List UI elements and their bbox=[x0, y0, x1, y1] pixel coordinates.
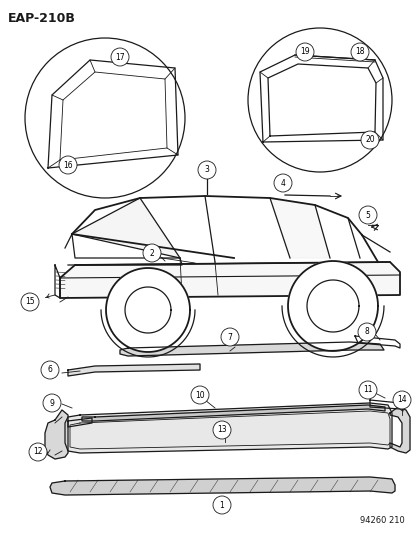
Circle shape bbox=[295, 43, 313, 61]
Circle shape bbox=[59, 156, 77, 174]
Text: 15: 15 bbox=[25, 297, 35, 306]
Circle shape bbox=[21, 293, 39, 311]
Text: 9: 9 bbox=[50, 399, 54, 408]
Text: 13: 13 bbox=[217, 425, 226, 434]
Text: 6: 6 bbox=[47, 366, 52, 375]
Text: 18: 18 bbox=[354, 47, 364, 56]
Circle shape bbox=[357, 323, 375, 341]
Circle shape bbox=[43, 394, 61, 412]
Text: 7: 7 bbox=[227, 333, 232, 342]
Circle shape bbox=[360, 131, 378, 149]
Text: 8: 8 bbox=[364, 327, 368, 336]
Circle shape bbox=[358, 381, 376, 399]
Circle shape bbox=[392, 391, 410, 409]
Circle shape bbox=[197, 161, 216, 179]
Text: 1: 1 bbox=[219, 500, 224, 510]
Polygon shape bbox=[60, 262, 399, 298]
Text: 19: 19 bbox=[299, 47, 309, 56]
Circle shape bbox=[247, 28, 391, 172]
Circle shape bbox=[350, 43, 368, 61]
Polygon shape bbox=[269, 198, 329, 258]
Circle shape bbox=[29, 443, 47, 461]
Circle shape bbox=[41, 361, 59, 379]
Polygon shape bbox=[65, 403, 391, 453]
Circle shape bbox=[221, 328, 238, 346]
Text: 12: 12 bbox=[33, 448, 43, 456]
Circle shape bbox=[111, 48, 129, 66]
Circle shape bbox=[212, 496, 230, 514]
Text: 16: 16 bbox=[63, 160, 73, 169]
Text: 17: 17 bbox=[115, 52, 124, 61]
Text: 11: 11 bbox=[362, 385, 372, 394]
Polygon shape bbox=[68, 364, 199, 376]
Polygon shape bbox=[389, 407, 409, 453]
Text: 3: 3 bbox=[204, 166, 209, 174]
Text: 10: 10 bbox=[195, 391, 204, 400]
Polygon shape bbox=[120, 342, 383, 356]
Circle shape bbox=[190, 386, 209, 404]
Circle shape bbox=[358, 206, 376, 224]
Circle shape bbox=[273, 174, 291, 192]
Polygon shape bbox=[72, 198, 180, 258]
Circle shape bbox=[25, 38, 185, 198]
Polygon shape bbox=[45, 410, 68, 459]
Text: 2: 2 bbox=[149, 248, 154, 257]
Text: 20: 20 bbox=[364, 135, 374, 144]
Text: 4: 4 bbox=[280, 179, 285, 188]
Text: 14: 14 bbox=[396, 395, 406, 405]
Polygon shape bbox=[287, 261, 377, 351]
Circle shape bbox=[212, 421, 230, 439]
Polygon shape bbox=[82, 405, 384, 421]
Polygon shape bbox=[50, 477, 394, 495]
Text: 5: 5 bbox=[365, 211, 370, 220]
Text: EAP-210B: EAP-210B bbox=[8, 12, 76, 25]
Circle shape bbox=[142, 244, 161, 262]
Text: 94260 210: 94260 210 bbox=[359, 516, 404, 525]
Polygon shape bbox=[106, 268, 190, 352]
